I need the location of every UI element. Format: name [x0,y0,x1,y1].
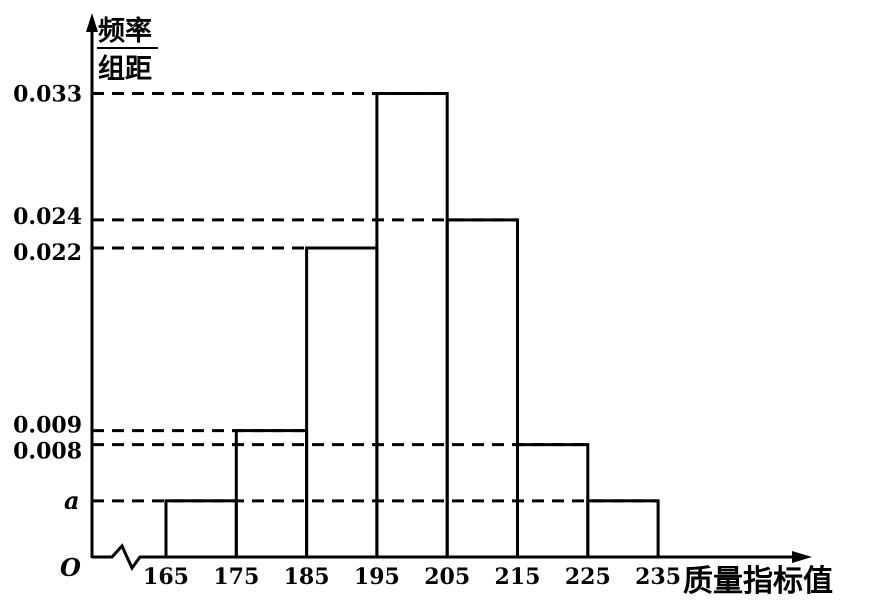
histogram-bar-165-175 [164,499,238,559]
x-axis-arrow [792,551,812,563]
dashed-reference-lines [92,92,659,503]
y-axis-label-numerator: 频率 [98,15,152,47]
x-tick-label-235: 235 [635,564,681,590]
x-axis-label: 质量指标值 [683,564,833,599]
axes [86,13,812,571]
y-tick-label-3: 0.009 [13,413,82,439]
histogram-bars [164,92,660,559]
y-tick-label-5: a [64,486,80,515]
x-axis [92,543,795,571]
y-tick-label-4: 0.008 [13,439,82,465]
x-tick-label-205: 205 [424,564,470,590]
x-tick-label-195: 195 [354,564,400,590]
histogram-bar-175-185 [234,429,309,559]
x-tick-label-225: 225 [565,564,611,590]
histogram-bar-225-235 [586,499,660,559]
x-tick-label-185: 185 [284,564,330,590]
x-tick-label-175: 175 [213,564,259,590]
x-tick-label-165: 165 [143,564,189,590]
y-tick-label-2: 0.022 [13,240,82,266]
x-tick-labels: 165 175 185 195 205 215 225 235 [143,564,681,590]
y-axis-arrow [86,13,98,32]
histogram-bar-195-205 [375,92,449,559]
y-axis-label: 频率 组距 [97,15,158,85]
origin-label: O [60,553,81,582]
y-axis-label-denominator: 组距 [98,53,152,85]
y-tick-label-0: 0.033 [13,82,82,108]
x-tick-label-215: 215 [495,564,541,590]
histogram-bar-185-195 [305,246,379,559]
histogram-bar-205-215 [445,218,520,559]
y-tick-label-1: 0.024 [13,204,82,230]
